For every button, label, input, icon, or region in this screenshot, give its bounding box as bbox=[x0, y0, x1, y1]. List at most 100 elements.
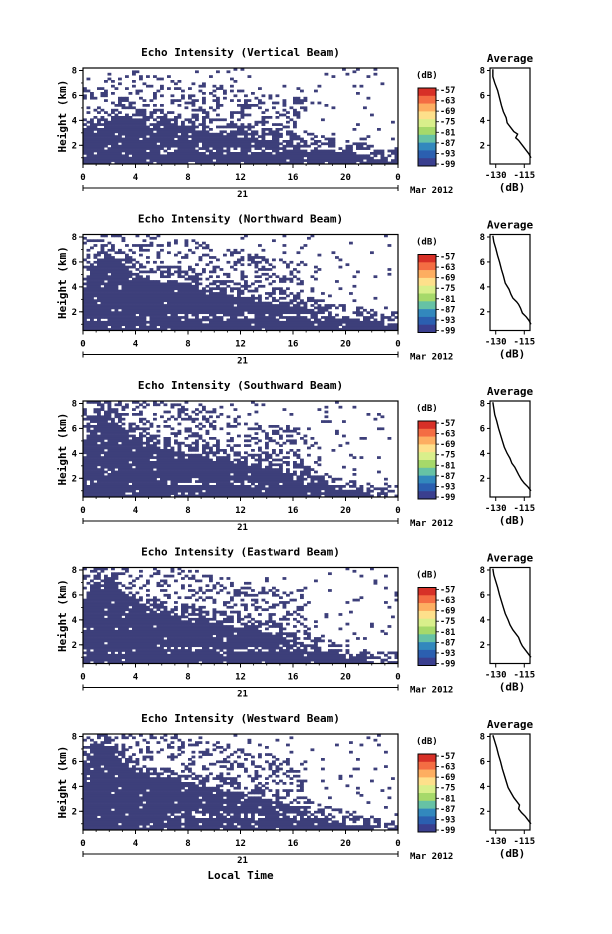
echo-cell bbox=[276, 483, 280, 486]
echo-cell bbox=[87, 299, 91, 302]
echo-cell bbox=[118, 150, 122, 153]
echo-cell bbox=[202, 85, 206, 88]
echo-cell bbox=[279, 307, 283, 310]
echo-cell bbox=[97, 145, 101, 148]
echo-cell bbox=[230, 142, 234, 145]
echo-cell bbox=[178, 415, 182, 418]
echo-cell bbox=[220, 287, 224, 290]
echo-cell bbox=[248, 259, 252, 262]
echo-cell bbox=[227, 492, 231, 495]
echo-cell bbox=[244, 478, 248, 481]
echo-cell bbox=[97, 403, 101, 406]
echo-cell bbox=[370, 152, 374, 155]
echo-cell bbox=[132, 444, 136, 447]
echo-cell bbox=[160, 128, 164, 131]
echo-cell bbox=[164, 456, 168, 459]
echo-cell bbox=[97, 268, 101, 271]
echo-cell bbox=[87, 295, 91, 298]
echo-cell bbox=[237, 480, 241, 483]
echo-cell bbox=[325, 316, 329, 319]
echo-cell bbox=[234, 152, 238, 155]
echo-cell bbox=[90, 123, 94, 126]
echo-cell bbox=[118, 413, 122, 416]
echo-cell bbox=[146, 309, 150, 312]
echo-cell bbox=[94, 266, 98, 269]
echo-cell bbox=[185, 307, 189, 310]
echo-cell bbox=[104, 442, 108, 445]
echo-cell bbox=[181, 309, 185, 312]
echo-cell bbox=[90, 492, 94, 495]
echo-cell bbox=[216, 466, 220, 469]
echo-cell bbox=[167, 473, 171, 476]
echo-cell bbox=[241, 302, 245, 305]
echo-cell bbox=[290, 130, 294, 133]
echo-cell bbox=[269, 490, 273, 493]
echo-cell bbox=[272, 159, 276, 162]
echo-cell bbox=[87, 145, 91, 148]
echo-cell bbox=[90, 273, 94, 276]
echo-cell bbox=[216, 444, 220, 447]
echo-cell bbox=[339, 259, 343, 262]
echo-cell bbox=[125, 99, 129, 102]
echo-cell bbox=[111, 290, 115, 293]
echo-cell bbox=[213, 145, 217, 148]
echo-cell bbox=[104, 437, 108, 440]
echo-cell bbox=[171, 449, 175, 452]
echo-cell bbox=[314, 302, 318, 305]
echo-cell bbox=[269, 314, 273, 317]
echo-cell bbox=[269, 475, 273, 478]
echo-cell bbox=[139, 485, 143, 488]
echo-cell bbox=[108, 430, 112, 433]
echo-cell bbox=[136, 406, 140, 409]
echo-cell bbox=[164, 287, 168, 290]
echo-cell bbox=[346, 147, 350, 150]
echo-cell bbox=[153, 154, 157, 157]
echo-cell bbox=[174, 239, 178, 242]
echo-cell bbox=[118, 487, 122, 490]
echo-cell bbox=[192, 432, 196, 435]
echo-cell bbox=[209, 307, 213, 310]
echo-cell bbox=[272, 106, 276, 109]
echo-cell bbox=[318, 307, 322, 310]
echo-cell bbox=[356, 309, 360, 312]
echo-cell bbox=[293, 307, 297, 310]
echo-cell bbox=[192, 311, 196, 314]
echo-cell bbox=[178, 411, 182, 414]
echo-cell bbox=[290, 475, 294, 478]
echo-cell bbox=[108, 128, 112, 131]
echo-cell bbox=[90, 154, 94, 157]
echo-cell bbox=[220, 456, 224, 459]
echo-cell bbox=[129, 449, 133, 452]
echo-cell bbox=[248, 75, 252, 78]
echo-cell bbox=[381, 314, 385, 317]
echo-cell bbox=[101, 321, 105, 324]
echo-cell bbox=[185, 154, 189, 157]
echo-cell bbox=[157, 254, 161, 257]
echo-cell bbox=[146, 439, 150, 442]
echo-cell bbox=[115, 473, 119, 476]
echo-cell bbox=[125, 490, 129, 493]
echo-cell bbox=[244, 159, 248, 162]
echo-cell bbox=[206, 254, 210, 257]
echo-cell bbox=[241, 285, 245, 288]
echo-cell bbox=[248, 254, 252, 257]
echo-cell bbox=[241, 116, 245, 119]
echo-cell bbox=[118, 321, 122, 324]
echo-cell bbox=[178, 157, 182, 160]
echo-cell bbox=[181, 307, 185, 310]
echo-cell bbox=[150, 449, 154, 452]
echo-cell bbox=[234, 480, 238, 483]
echo-cell bbox=[258, 154, 262, 157]
echo-cell bbox=[160, 311, 164, 314]
echo-cell bbox=[143, 116, 147, 119]
echo-cell bbox=[150, 483, 154, 486]
echo-cell bbox=[356, 314, 360, 317]
echo-cell bbox=[381, 154, 385, 157]
echo-cell bbox=[174, 299, 178, 302]
echo-cell bbox=[223, 140, 227, 143]
echo-cell bbox=[199, 290, 203, 293]
echo-cell bbox=[171, 459, 175, 462]
echo-cell bbox=[216, 451, 220, 454]
echo-cell bbox=[87, 444, 91, 447]
echo-cell bbox=[94, 483, 98, 486]
